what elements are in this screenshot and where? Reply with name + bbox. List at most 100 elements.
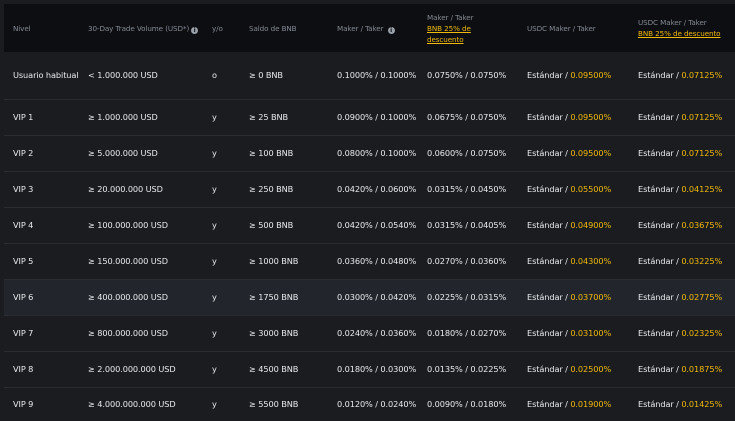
usdc-maker-taker-bnb: Estándar / 0.01425% <box>638 399 723 409</box>
maker-taker: 0.0800% / 0.1000% <box>337 148 417 158</box>
andor: y <box>212 256 217 266</box>
level: VIP 1 <box>13 112 34 122</box>
maker-taker-bnb: 0.0600% / 0.0750% <box>427 148 507 158</box>
level: VIP 7 <box>13 328 34 338</box>
andor: y <box>212 112 217 122</box>
maker-taker-bnb: 0.0270% / 0.0360% <box>427 256 507 266</box>
maker-taker-bnb: 0.0750% / 0.0750% <box>427 70 507 80</box>
header-bnb-balance: Saldo de BNB <box>249 23 297 33</box>
usdc-maker-taker-bnb: Estándar / 0.07125% <box>638 70 723 80</box>
header-maker-taker: Maker / Taker i <box>328 23 418 34</box>
table-row: VIP 9 ≥ 4.000.000.000 USD y ≥ 5500 BNB 0… <box>4 388 735 421</box>
table-row: VIP 4 ≥ 100.000.000 USD y ≥ 500 BNB 0.04… <box>4 208 735 244</box>
volume: ≥ 2.000.000.000 USD <box>88 364 176 374</box>
level: VIP 5 <box>13 256 34 266</box>
volume: ≥ 100.000.000 USD <box>88 220 168 230</box>
table-row-highlighted: VIP 6 ≥ 400.000.000 USD y ≥ 1750 BNB 0.0… <box>4 280 735 316</box>
usdc-maker-taker-bnb: Estándar / 0.07125% <box>638 112 723 122</box>
bnb-balance: ≥ 0 BNB <box>249 70 283 80</box>
usdc-maker-taker: Estándar / 0.04300% <box>527 256 612 266</box>
level: VIP 6 <box>13 292 34 302</box>
table-header: Nivel 30-Day Trade Volume (USD*) i y/o Sa… <box>4 4 735 52</box>
maker-taker: 0.0360% / 0.0480% <box>337 256 417 266</box>
maker-taker-bnb: 0.0315% / 0.0405% <box>427 220 507 230</box>
bnb-balance: ≥ 25 BNB <box>249 112 289 122</box>
maker-taker: 0.0900% / 0.1000% <box>337 112 417 122</box>
bnb-balance: ≥ 500 BNB <box>249 220 294 230</box>
maker-taker-bnb: 0.0180% / 0.0270% <box>427 328 507 338</box>
maker-taker: 0.0420% / 0.0540% <box>337 220 417 230</box>
volume: < 1.000.000 USD <box>88 70 158 80</box>
level: VIP 2 <box>13 148 34 158</box>
andor: y <box>212 292 217 302</box>
usdc-maker-taker-bnb: Estándar / 0.01875% <box>638 364 723 374</box>
fee-tier-table: Nivel 30-Day Trade Volume (USD*) i y/o Sa… <box>4 4 735 421</box>
level: VIP 3 <box>13 184 34 194</box>
header-level: Nivel <box>13 23 31 33</box>
volume: ≥ 5.000.000 USD <box>88 148 158 158</box>
header-andor: y/o <box>212 23 223 33</box>
maker-taker: 0.0300% / 0.0420% <box>337 292 417 302</box>
volume: ≥ 150.000.000 USD <box>88 256 168 266</box>
usdc-bnb-discount-link[interactable]: BNB 25% de descuento <box>638 29 721 38</box>
andor: y <box>212 328 217 338</box>
usdc-maker-taker-bnb: Estándar / 0.03225% <box>638 256 723 266</box>
table-row: Usuario habitual < 1.000.000 USD o ≥ 0 B… <box>4 52 735 100</box>
maker-taker-bnb: 0.0090% / 0.0180% <box>427 399 507 409</box>
andor: y <box>212 399 217 409</box>
maker-taker-bnb: 0.0675% / 0.0750% <box>427 112 507 122</box>
usdc-maker-taker: Estándar / 0.09500% <box>527 70 612 80</box>
maker-taker: 0.0180% / 0.0300% <box>337 364 417 374</box>
andor: y <box>212 220 217 230</box>
level: VIP 9 <box>13 399 34 409</box>
table-row: VIP 5 ≥ 150.000.000 USD y ≥ 1000 BNB 0.0… <box>4 244 735 280</box>
volume: ≥ 800.000.000 USD <box>88 328 168 338</box>
maker-taker: 0.1000% / 0.1000% <box>337 70 417 80</box>
usdc-maker-taker-bnb: Estándar / 0.03675% <box>638 220 723 230</box>
usdc-maker-taker: Estándar / 0.01900% <box>527 399 612 409</box>
info-icon[interactable]: i <box>387 26 395 34</box>
usdc-maker-taker-bnb: Estándar / 0.02775% <box>638 292 723 302</box>
header-maker-taker-bnb: Maker / Taker BNB 25% de descuento <box>418 12 518 45</box>
volume: ≥ 4.000.000.000 USD <box>88 399 176 409</box>
volume: ≥ 20.000.000 USD <box>88 184 163 194</box>
usdc-maker-taker: Estándar / 0.02500% <box>527 364 612 374</box>
maker-taker-bnb: 0.0135% / 0.0225% <box>427 364 507 374</box>
usdc-maker-taker-bnb: Estándar / 0.02325% <box>638 328 723 338</box>
table-row: VIP 7 ≥ 800.000.000 USD y ≥ 3000 BNB 0.0… <box>4 316 735 352</box>
usdc-maker-taker-bnb: Estándar / 0.04125% <box>638 184 723 194</box>
bnb-balance: ≥ 100 BNB <box>249 148 294 158</box>
maker-taker: 0.0240% / 0.0360% <box>337 328 417 338</box>
usdc-maker-taker: Estándar / 0.05500% <box>527 184 612 194</box>
header-usdc-bnb: USDC Maker / Taker BNB 25% de descuento <box>629 17 735 39</box>
usdc-maker-taker-bnb: Estándar / 0.07125% <box>638 148 723 158</box>
andor: y <box>212 364 217 374</box>
maker-taker: 0.0420% / 0.0600% <box>337 184 417 194</box>
level: VIP 8 <box>13 364 34 374</box>
bnb-balance: ≥ 4500 BNB <box>249 364 299 374</box>
bnb-balance: ≥ 250 BNB <box>249 184 294 194</box>
bnb-balance: ≥ 1750 BNB <box>249 292 299 302</box>
bnb-balance: ≥ 5500 BNB <box>249 399 299 409</box>
volume: ≥ 400.000.000 USD <box>88 292 168 302</box>
usdc-maker-taker: Estándar / 0.03100% <box>527 328 612 338</box>
andor: o <box>212 70 217 80</box>
table-row: VIP 8 ≥ 2.000.000.000 USD y ≥ 4500 BNB 0… <box>4 352 735 388</box>
bnb-discount-link[interactable]: BNB 25% de descuento <box>427 23 471 44</box>
volume: ≥ 1.000.000 USD <box>88 112 158 122</box>
maker-taker-bnb: 0.0315% / 0.0450% <box>427 184 507 194</box>
bnb-balance: ≥ 3000 BNB <box>249 328 299 338</box>
table-row: VIP 2 ≥ 5.000.000 USD y ≥ 100 BNB 0.0800… <box>4 136 735 172</box>
header-volume: 30-Day Trade Volume (USD*) i <box>79 23 203 34</box>
andor: y <box>212 148 217 158</box>
bnb-balance: ≥ 1000 BNB <box>249 256 299 266</box>
header-usdc-maker-taker: USDC Maker / Taker <box>527 23 596 33</box>
usdc-maker-taker: Estándar / 0.09500% <box>527 148 612 158</box>
table-row: VIP 3 ≥ 20.000.000 USD y ≥ 250 BNB 0.042… <box>4 172 735 208</box>
maker-taker: 0.0120% / 0.0240% <box>337 399 417 409</box>
andor: y <box>212 184 217 194</box>
usdc-maker-taker: Estándar / 0.03700% <box>527 292 612 302</box>
usdc-maker-taker: Estándar / 0.09500% <box>527 112 612 122</box>
info-icon[interactable]: i <box>191 26 199 34</box>
